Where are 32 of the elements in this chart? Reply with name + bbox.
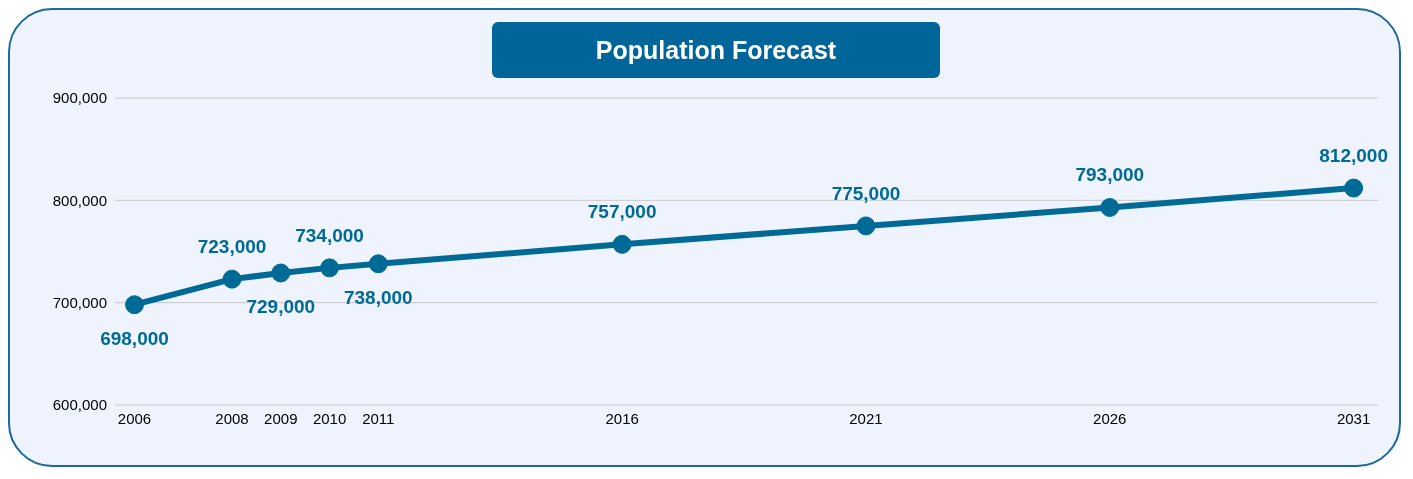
y-tick-label: 600,000 (52, 396, 107, 414)
point (1100, 198, 1120, 217)
y-tick-label: 700,000 (52, 293, 107, 311)
point (271, 263, 291, 283)
point (320, 258, 340, 278)
x-tick-label: 2009 (264, 409, 298, 427)
data-label: 775,000 (831, 182, 901, 204)
chart-title: Population Forecast (492, 22, 940, 78)
data-label: 734,000 (295, 224, 364, 246)
data-label: 698,000 (100, 327, 169, 349)
point (612, 234, 632, 254)
point (125, 295, 145, 315)
data-label: 723,000 (197, 236, 267, 258)
data-label: 757,000 (587, 201, 657, 223)
x-tick-label: 2031 (1336, 409, 1371, 427)
data-label: 812,000 (1319, 145, 1388, 167)
x-tick-label: 2016 (605, 409, 639, 427)
point (1344, 178, 1364, 198)
x-tick-label: 2026 (1093, 409, 1127, 427)
point (222, 269, 242, 289)
point (856, 216, 876, 236)
point (368, 254, 388, 274)
data-label: 738,000 (343, 286, 413, 308)
data-label: 729,000 (246, 295, 316, 317)
y-tick-label: 800,000 (52, 191, 107, 209)
x-tick-label: 2010 (312, 409, 347, 427)
x-tick-label: 2011 (362, 409, 395, 427)
data-label: 793,000 (1075, 164, 1145, 186)
x-tick-label: 2006 (117, 409, 152, 427)
x-tick-label: 2008 (215, 409, 249, 427)
y-tick-label: 900,000 (52, 89, 107, 107)
x-tick-label: 2021 (849, 409, 883, 427)
